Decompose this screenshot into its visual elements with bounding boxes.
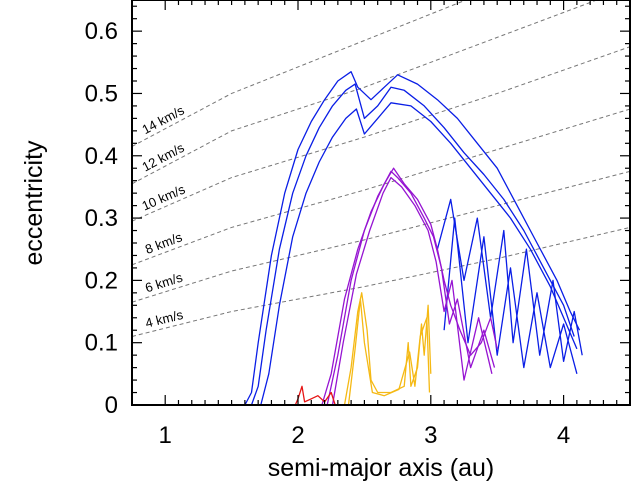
reference-curves bbox=[131, 0, 631, 337]
series-1-track-5 bbox=[443, 217, 578, 374]
reference-curve-5 bbox=[131, 0, 599, 185]
y-tick-label: 0.6 bbox=[85, 18, 118, 45]
series-4-track-1 bbox=[294, 385, 336, 406]
series-1-track-3 bbox=[260, 102, 578, 406]
y-ticks: 0 0.1 0.2 0.3 0.4 0.5 0.6 bbox=[85, 5, 630, 419]
series-3-track-1 bbox=[343, 292, 432, 406]
x-ticks: 1 2 3 4 bbox=[159, 0, 618, 449]
speed-label-6: 14 km/s bbox=[139, 102, 187, 137]
series-3-track-2 bbox=[347, 298, 431, 406]
reference-curve-2 bbox=[131, 170, 631, 303]
x-axis-title: semi-major axis (au) bbox=[268, 454, 494, 482]
series-1-track-1 bbox=[244, 71, 581, 406]
y-axis-title: eccentricity bbox=[20, 140, 48, 266]
series-2-track-3 bbox=[331, 176, 493, 406]
reference-curve-6 bbox=[131, 0, 468, 147]
y-tick-label: 0.1 bbox=[85, 330, 118, 357]
speed-labels: 4 km/s 6 km/s 8 km/s 10 km/s 12 km/s14 km/s bbox=[139, 102, 187, 330]
plot-frame bbox=[131, 0, 631, 406]
reference-curve-3 bbox=[131, 108, 631, 266]
y-tick-label: 0.4 bbox=[85, 143, 118, 170]
data-series bbox=[244, 71, 583, 406]
series-1-track-2 bbox=[250, 83, 575, 406]
x-tick-label: 2 bbox=[291, 422, 304, 449]
series-1-track-4 bbox=[436, 198, 583, 363]
y-tick-label: 0.2 bbox=[85, 267, 118, 294]
reference-curve-1 bbox=[131, 226, 631, 337]
x-tick-label: 3 bbox=[424, 422, 437, 449]
y-tick-label: 0 bbox=[105, 392, 118, 419]
speed-label-5: 12 km/s bbox=[139, 140, 187, 175]
speed-label-4: 10 km/s bbox=[140, 181, 188, 213]
series-2-track-1 bbox=[321, 167, 498, 406]
x-tick-label: 4 bbox=[557, 422, 570, 449]
reference-curve-4 bbox=[131, 46, 631, 222]
x-tick-label: 1 bbox=[159, 422, 172, 449]
series-2-track-2 bbox=[326, 170, 496, 406]
y-tick-label: 0.3 bbox=[85, 205, 118, 232]
speed-label-1: 4 km/s bbox=[144, 307, 185, 331]
speed-label-3: 8 km/s bbox=[143, 229, 185, 257]
speed-label-2: 6 km/s bbox=[143, 269, 184, 295]
y-tick-label: 0.5 bbox=[85, 80, 118, 107]
